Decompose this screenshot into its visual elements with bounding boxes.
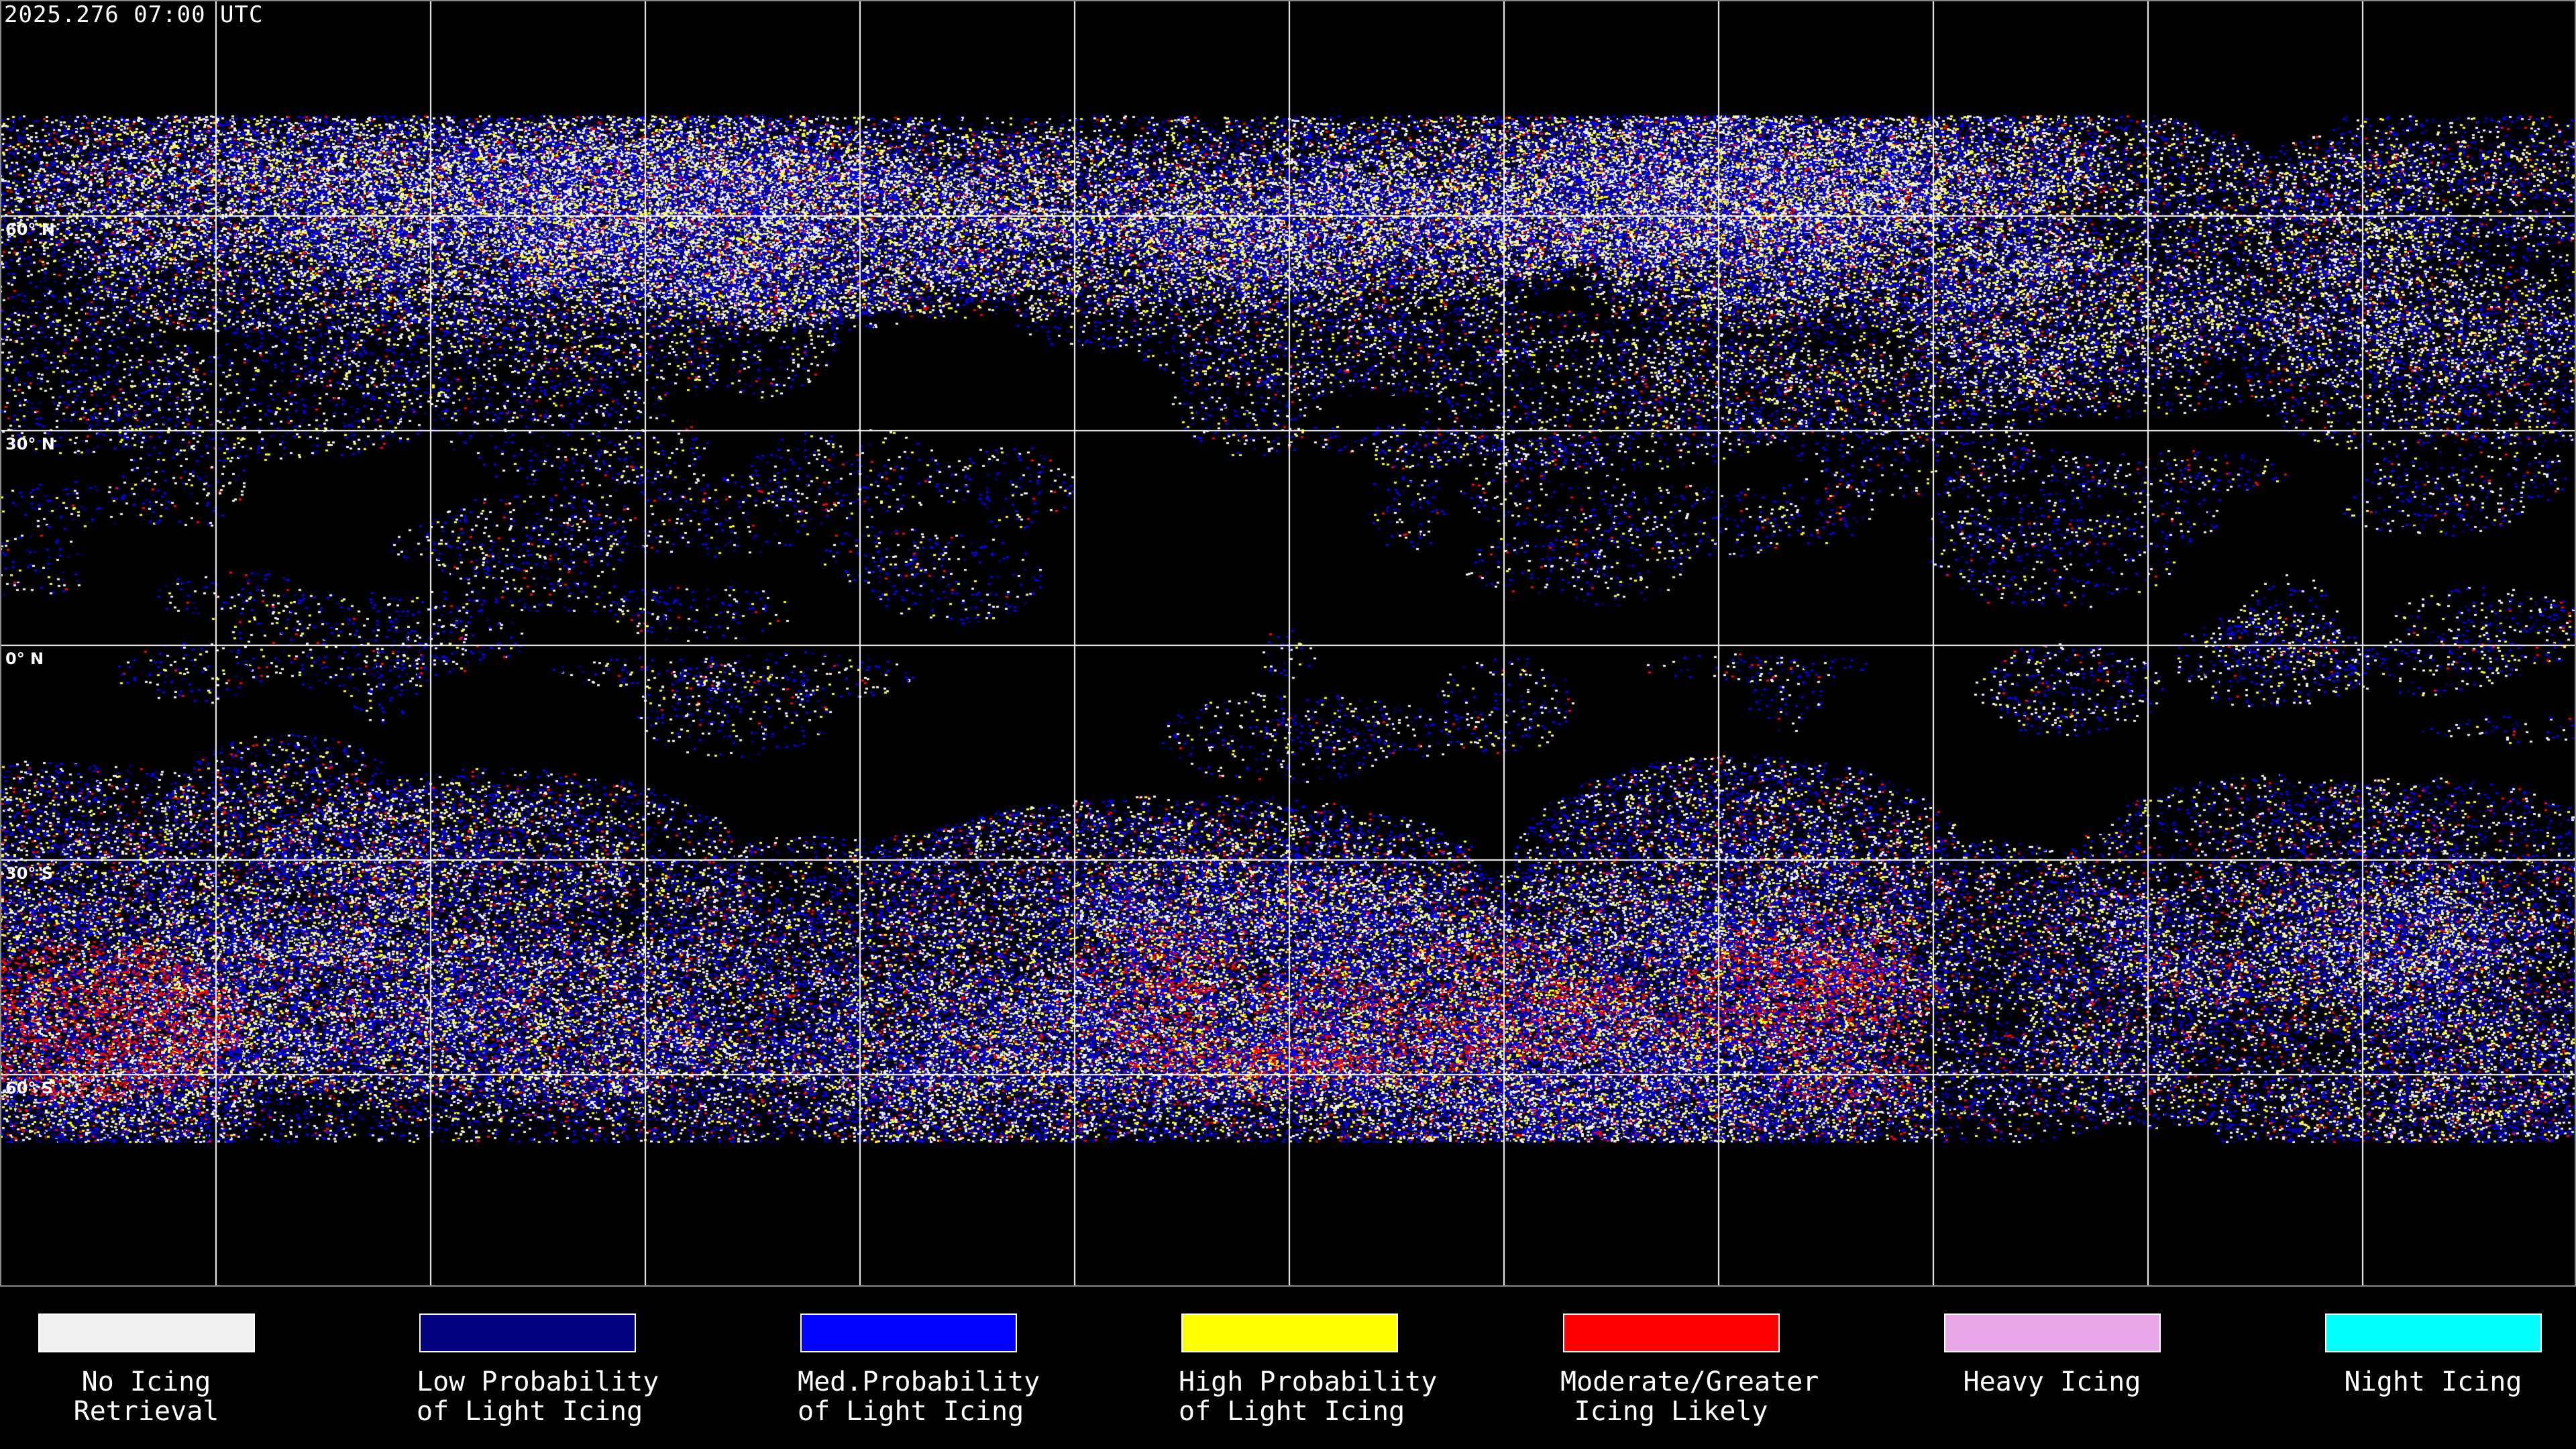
legend-label: Low Probability of Light Icing	[417, 1366, 659, 1427]
lat-label-0n: 0° N	[5, 649, 44, 668]
legend-item-low-probability: Low Probability of Light Icing	[417, 1313, 659, 1427]
legend-item-moderate-greater: Moderate/Greater Icing Likely	[1560, 1313, 1819, 1427]
legend-label: Moderate/Greater Icing Likely	[1560, 1366, 1819, 1427]
legend: No Icing Retrieval Low Probability of Li…	[0, 1288, 2576, 1449]
legend-swatch	[1562, 1313, 1780, 1352]
legend-label: High Probability of Light Icing	[1179, 1366, 1438, 1427]
icing-field-canvas	[1, 1, 2575, 1285]
legend-swatch	[1943, 1313, 2161, 1352]
legend-swatch	[2324, 1313, 2542, 1352]
legend-swatch	[1181, 1313, 1398, 1352]
legend-label: Night Icing	[2344, 1366, 2522, 1397]
legend-swatch	[800, 1313, 1017, 1352]
legend-swatch	[419, 1313, 636, 1352]
timestamp: 2025.276 07:00 UTC	[4, 1, 264, 28]
legend-label: No Icing Retrieval	[73, 1366, 219, 1427]
lat-label-60s: 60° S	[5, 1079, 54, 1097]
legend-label: Med.Probability of Light Icing	[798, 1366, 1040, 1427]
legend-item-heavy-icing: Heavy Icing	[1941, 1313, 2163, 1397]
icing-map: 2025.276 07:00 UTC 60° N 30° N 0° N 30° …	[0, 0, 2576, 1287]
legend-swatch	[38, 1313, 255, 1352]
legend-label: Heavy Icing	[1963, 1366, 2141, 1397]
legend-item-no-icing: No Icing Retrieval	[36, 1313, 257, 1426]
lat-label-30s: 30° S	[5, 864, 54, 883]
lat-label-30n: 30° N	[5, 435, 55, 453]
lat-label-60n: 60° N	[5, 220, 55, 239]
legend-item-med-probability: Med.Probability of Light Icing	[798, 1313, 1040, 1427]
legend-item-night-icing: Night Icing	[2322, 1313, 2544, 1397]
legend-item-high-probability: High Probability of Light Icing	[1179, 1313, 1438, 1427]
